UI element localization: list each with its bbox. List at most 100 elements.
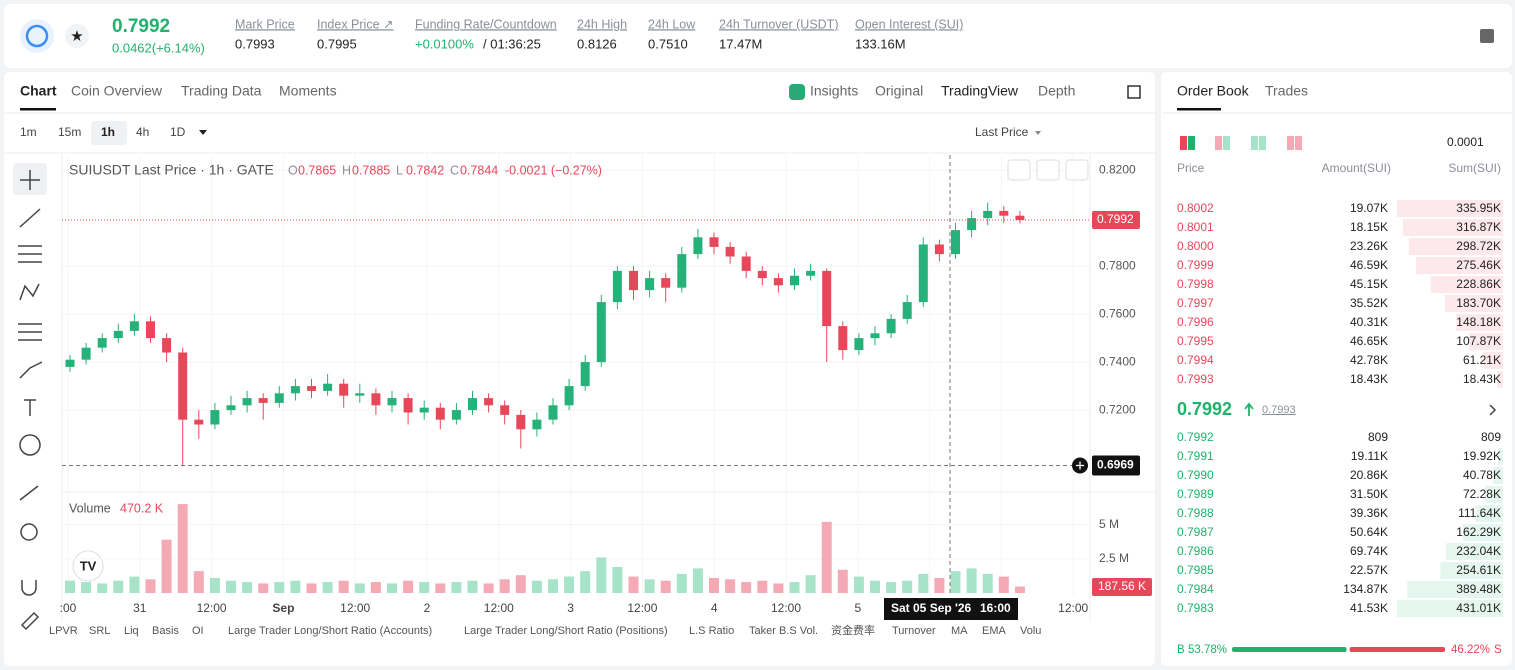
ob-price[interactable]: 0.7985 bbox=[1177, 563, 1214, 577]
tab[interactable]: Moments bbox=[279, 83, 337, 99]
book-icon[interactable] bbox=[1480, 29, 1494, 43]
favorite[interactable] bbox=[65, 24, 89, 48]
ob-underline bbox=[1177, 108, 1221, 111]
tab[interactable]: Coin Overview bbox=[71, 83, 163, 99]
ob-amount: 134.87K bbox=[1343, 582, 1388, 596]
candle-body bbox=[435, 407, 445, 420]
depth-bar bbox=[1445, 295, 1503, 312]
ob-price[interactable]: 0.7997 bbox=[1177, 296, 1214, 310]
ob-mode[interactable] bbox=[1180, 136, 1187, 150]
indicator[interactable]: SRL bbox=[89, 625, 110, 637]
volume-bar bbox=[145, 579, 156, 593]
ob-mode[interactable] bbox=[1223, 136, 1230, 150]
indicator[interactable]: Liq bbox=[124, 625, 139, 637]
tab[interactable]: Trading Data bbox=[181, 83, 262, 99]
chart-btn[interactable] bbox=[1007, 159, 1031, 181]
ob-price[interactable]: 0.7995 bbox=[1177, 334, 1214, 348]
candle-body bbox=[806, 270, 816, 276]
interval[interactable]: 1h bbox=[101, 125, 115, 139]
candle-body bbox=[226, 405, 236, 411]
ob-mode[interactable] bbox=[1287, 136, 1294, 150]
crosshair-time: 16:00 bbox=[980, 601, 1011, 615]
indicator[interactable]: 资金费率 bbox=[831, 623, 875, 637]
volume-bar bbox=[966, 568, 977, 593]
ob-mode[interactable] bbox=[1215, 136, 1222, 150]
ob-mode[interactable] bbox=[1251, 136, 1258, 150]
view-tab[interactable]: Insights bbox=[810, 83, 858, 99]
interval[interactable]: 1D bbox=[170, 125, 186, 139]
ob-price[interactable]: 0.7990 bbox=[1177, 468, 1214, 482]
candle-body bbox=[693, 237, 703, 255]
candle-body bbox=[339, 383, 349, 396]
ob-price[interactable]: 0.7986 bbox=[1177, 544, 1214, 558]
candle-body bbox=[113, 330, 123, 339]
view-tab[interactable]: Original bbox=[875, 83, 923, 99]
volume-bar bbox=[773, 583, 784, 593]
ob-price[interactable]: 0.7992 bbox=[1177, 430, 1214, 444]
ob-tab[interactable]: Order Book bbox=[1177, 83, 1250, 99]
legend-value: 0.7844 bbox=[460, 163, 498, 177]
precision[interactable]: 0.0001 bbox=[1447, 135, 1484, 149]
indicator[interactable]: Basis bbox=[152, 625, 179, 637]
indicator[interactable]: LPVR bbox=[49, 625, 78, 637]
ob-sum: 19.92K bbox=[1463, 449, 1501, 463]
candle-body bbox=[307, 386, 316, 391]
candle-body bbox=[210, 410, 220, 425]
interval[interactable]: 4h bbox=[136, 125, 149, 139]
chart-btn[interactable] bbox=[1036, 159, 1060, 181]
interval[interactable]: 1m bbox=[20, 125, 37, 139]
indicator[interactable]: L.S Ratio bbox=[689, 625, 734, 637]
indicator[interactable]: Large Trader Long/Short Ratio (Accounts) bbox=[228, 625, 432, 637]
ob-price[interactable]: 0.7994 bbox=[1177, 353, 1214, 367]
ob-amount: 46.65K bbox=[1350, 334, 1388, 348]
ob-price[interactable]: 0.7991 bbox=[1177, 449, 1214, 463]
add-icon bbox=[1076, 461, 1084, 470]
view-tab[interactable]: TradingView bbox=[941, 83, 1019, 99]
dropdown[interactable] bbox=[199, 130, 207, 135]
ob-mode[interactable] bbox=[1295, 136, 1302, 150]
candle-body bbox=[773, 278, 783, 286]
candle-body bbox=[564, 386, 574, 406]
interval[interactable]: 15m bbox=[58, 125, 81, 139]
ob-price[interactable]: 0.7988 bbox=[1177, 506, 1214, 520]
volume-bar bbox=[982, 573, 993, 593]
indicator[interactable]: EMA bbox=[982, 625, 1007, 637]
x-tick-label: 12:00 bbox=[771, 601, 801, 615]
ob-price[interactable]: 0.8000 bbox=[1177, 239, 1214, 253]
sell-bar bbox=[1349, 647, 1445, 652]
candle-body bbox=[451, 410, 461, 420]
ob-price[interactable]: 0.7993 bbox=[1177, 372, 1214, 386]
indicator[interactable]: OI bbox=[192, 625, 204, 637]
view-tab[interactable]: Depth bbox=[1038, 83, 1075, 99]
ob-price[interactable]: 0.7983 bbox=[1177, 601, 1214, 615]
ob-price[interactable]: 0.7987 bbox=[1177, 525, 1214, 539]
indicator[interactable]: Large Trader Long/Short Ratio (Positions… bbox=[464, 625, 668, 637]
ob-price[interactable]: 0.7984 bbox=[1177, 582, 1214, 596]
ob-price[interactable]: 0.8002 bbox=[1177, 201, 1214, 215]
indicator[interactable]: Turnover bbox=[892, 625, 936, 637]
window-btn[interactable] bbox=[1127, 85, 1141, 99]
indicator[interactable]: Volu bbox=[1020, 625, 1041, 637]
chevron[interactable] bbox=[1489, 404, 1497, 416]
candle-body bbox=[484, 398, 494, 406]
stat-value: 0.7993 bbox=[235, 36, 275, 51]
ob-price[interactable]: 0.7998 bbox=[1177, 277, 1214, 291]
ob-mode[interactable] bbox=[1188, 136, 1195, 150]
ob-price[interactable]: 0.7996 bbox=[1177, 315, 1214, 329]
ob-mode[interactable] bbox=[1259, 136, 1266, 150]
star: ★ bbox=[70, 28, 83, 45]
ob-tab[interactable]: Trades bbox=[1265, 83, 1308, 99]
ob-sum: 232.04K bbox=[1456, 544, 1501, 558]
ob-sum: 107.87K bbox=[1456, 334, 1501, 348]
ob-price[interactable]: 0.8001 bbox=[1177, 220, 1214, 234]
indicator[interactable]: MA bbox=[951, 625, 968, 637]
candle-body bbox=[500, 405, 510, 415]
ob-price[interactable]: 0.7989 bbox=[1177, 487, 1214, 501]
ob-price[interactable]: 0.7999 bbox=[1177, 258, 1214, 272]
price-source[interactable]: Last Price bbox=[975, 125, 1029, 139]
chart-btn[interactable] bbox=[1065, 159, 1089, 181]
x-tick-label: 2 bbox=[424, 601, 431, 615]
indicator[interactable]: Taker B.S Vol. bbox=[749, 625, 818, 637]
candle-body bbox=[97, 338, 107, 348]
tab[interactable]: Chart bbox=[20, 83, 57, 99]
